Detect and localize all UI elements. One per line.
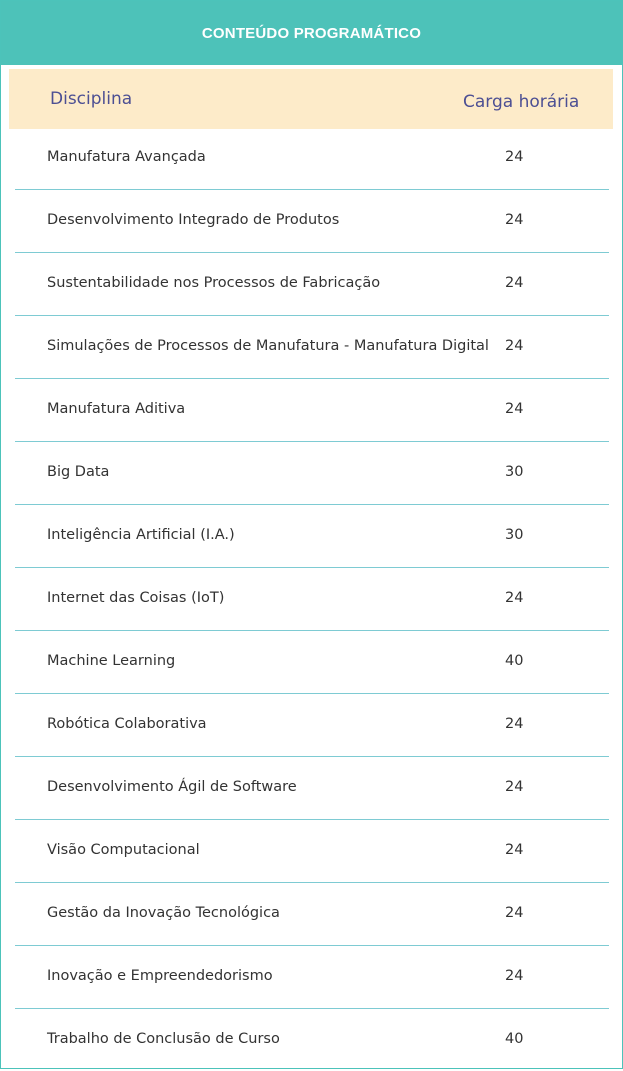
cell-carga-horaria: 24: [505, 968, 524, 984]
table-row: Manufatura Avançada 24: [15, 127, 609, 190]
cell-carga-horaria: 24: [505, 842, 524, 858]
column-header-disciplina: Disciplina: [50, 89, 133, 109]
cell-carga-horaria: 24: [505, 275, 524, 291]
column-header-carga-horaria: Carga horária: [463, 92, 580, 112]
table-row: Inteligência Artificial (I.A.) 30: [15, 505, 609, 568]
cell-disciplina: Robótica Colaborativa: [47, 716, 207, 732]
cell-carga-horaria: 40: [505, 653, 524, 669]
cell-carga-horaria: 24: [505, 149, 524, 165]
cell-disciplina: Visão Computacional: [47, 842, 200, 858]
cell-carga-horaria: 24: [505, 779, 524, 795]
table-row: Internet das Coisas (IoT) 24: [15, 568, 609, 631]
table-row: Simulações de Processos de Manufatura - …: [15, 316, 609, 379]
cell-carga-horaria: 24: [505, 716, 524, 732]
table-header-row: Disciplina Carga horária: [9, 69, 613, 129]
table-row: Sustentabilidade nos Processos de Fabric…: [15, 253, 609, 316]
table-body: Manufatura Avançada 24 Desenvolvimento I…: [15, 127, 609, 1071]
cell-carga-horaria: 24: [505, 401, 524, 417]
table-row: Big Data 30: [15, 442, 609, 505]
cell-carga-horaria: 30: [505, 464, 524, 480]
cell-disciplina: Big Data: [47, 464, 110, 480]
table-row: Visão Computacional 24: [15, 820, 609, 883]
table-row: Manufatura Aditiva 24: [15, 379, 609, 442]
cell-disciplina: Gestão da Inovação Tecnológica: [47, 905, 280, 921]
table-row: Trabalho de Conclusão de Curso 40: [15, 1009, 609, 1071]
cell-carga-horaria: 40: [505, 1031, 524, 1047]
cell-carga-horaria: 24: [505, 338, 524, 354]
cell-carga-horaria: 24: [505, 590, 524, 606]
table-row: Gestão da Inovação Tecnológica 24: [15, 883, 609, 946]
table-row: Machine Learning 40: [15, 631, 609, 694]
cell-disciplina: Machine Learning: [47, 653, 176, 669]
cell-carga-horaria: 30: [505, 527, 524, 543]
cell-disciplina: Internet das Coisas (IoT): [47, 590, 225, 606]
cell-carga-horaria: 24: [505, 212, 524, 228]
table-row: Inovação e Empreendedorismo 24: [15, 946, 609, 1009]
cell-disciplina: Desenvolvimento Integrado de Produtos: [47, 212, 340, 228]
table-row: Desenvolvimento Ágil de Software 24: [15, 757, 609, 820]
cell-disciplina: Manufatura Avançada: [47, 149, 206, 165]
cell-disciplina: Inteligência Artificial (I.A.): [47, 527, 235, 543]
panel-title: CONTEÚDO PROGRAMÁTICO: [1, 1, 622, 65]
table-row: Desenvolvimento Integrado de Produtos 24: [15, 190, 609, 253]
cell-disciplina: Desenvolvimento Ágil de Software: [47, 779, 297, 795]
table-row: Robótica Colaborativa 24: [15, 694, 609, 757]
cell-disciplina: Trabalho de Conclusão de Curso: [47, 1031, 280, 1047]
cell-disciplina: Inovação e Empreendedorismo: [47, 968, 273, 984]
cell-disciplina: Manufatura Aditiva: [47, 401, 186, 417]
cell-carga-horaria: 24: [505, 905, 524, 921]
cell-disciplina: Sustentabilidade nos Processos de Fabric…: [47, 275, 381, 291]
cell-disciplina: Simulações de Processos de Manufatura - …: [47, 338, 489, 354]
